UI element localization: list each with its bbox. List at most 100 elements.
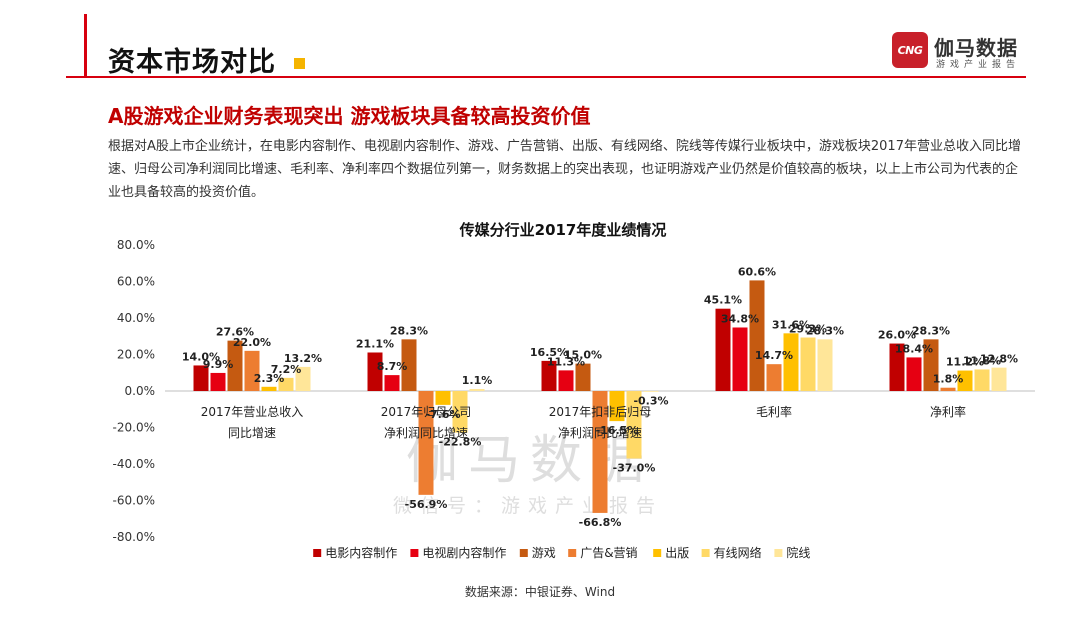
legend-label: 出版	[665, 546, 689, 560]
data-label: 12.8%	[980, 353, 1018, 366]
bar-1-3	[541, 360, 557, 391]
y-tick-label: 40.0%	[117, 311, 155, 325]
bar-7-1	[295, 366, 311, 391]
data-label: 14.7%	[755, 349, 793, 362]
data-label: -56.9%	[405, 498, 448, 511]
bar-4-3	[592, 391, 608, 513]
cng-logo-icon: CNG	[892, 32, 928, 68]
data-label: 26.0%	[878, 329, 916, 342]
legend-label: 院线	[786, 546, 810, 560]
data-label: 16.5%	[530, 346, 568, 359]
y-tick-label: 20.0%	[117, 348, 155, 362]
data-label: 2.3%	[254, 372, 285, 385]
bar-5-4	[783, 333, 799, 391]
y-tick-label: 60.0%	[117, 275, 155, 289]
bar-1-4	[715, 308, 731, 391]
category-label: 毛利率	[756, 404, 792, 419]
y-tick-label: 0.0%	[125, 384, 156, 398]
bar-4-5	[940, 387, 956, 391]
bar-4-2	[418, 391, 434, 495]
data-label: 9.9%	[203, 358, 234, 371]
bar-1-5	[889, 343, 905, 391]
bar-6-3	[626, 391, 642, 459]
bar-7-4	[817, 339, 833, 391]
data-label: 14.0%	[182, 350, 220, 363]
data-label: 29.3%	[789, 323, 827, 336]
bar-2-3	[558, 370, 574, 391]
legend-label: 广告&营销	[580, 546, 637, 560]
data-label: -16.5%	[596, 424, 639, 437]
bar-3-3	[575, 363, 591, 391]
data-label: 28.3%	[912, 324, 950, 337]
bar-4-1	[244, 350, 260, 391]
legend-swatch-6	[701, 549, 710, 557]
data-label: 45.1%	[704, 294, 742, 307]
data-label: 11.2%	[946, 356, 984, 369]
y-tick-label: -20.0%	[113, 421, 155, 435]
category-label: 净利润同比增速	[558, 426, 642, 440]
chart-title: 传媒分行业2017年度业绩情况	[459, 221, 667, 239]
legend-label: 电视剧内容制作	[422, 545, 506, 560]
category-label: 净利率	[930, 404, 966, 419]
data-label: -0.3%	[633, 395, 668, 408]
bar-1-1	[193, 365, 209, 391]
data-label: 1.8%	[933, 373, 964, 386]
bar-5-2	[435, 391, 451, 405]
data-label: 31.6%	[772, 318, 810, 331]
data-label: 60.6%	[738, 265, 776, 278]
bar-5-3	[609, 391, 625, 422]
logo-subtitle: 游戏产业报告	[936, 60, 1021, 70]
body-paragraph: 根据对A股上市企业统计，在电影内容制作、电视剧内容制作、游戏、广告营销、出版、有…	[108, 139, 1021, 200]
bar-6-5	[974, 369, 990, 391]
data-label: 11.8%	[963, 354, 1001, 367]
bar-3-1	[227, 340, 243, 391]
bar-6-2	[452, 391, 468, 433]
data-label: 27.6%	[216, 326, 254, 339]
y-tick-label: 80.0%	[117, 238, 155, 252]
y-tick-label: -80.0%	[113, 530, 155, 544]
data-label: 34.8%	[721, 312, 759, 325]
data-label: 15.0%	[564, 349, 602, 362]
data-label: 21.1%	[356, 337, 394, 350]
data-label: 28.3%	[806, 324, 844, 337]
bar-2-2	[384, 375, 400, 391]
bar-6-1	[278, 377, 294, 391]
bar-2-1	[210, 372, 226, 391]
logo-name: 伽马数据	[934, 36, 1018, 60]
legend-label: 有线网络	[714, 545, 762, 560]
data-label: 18.4%	[895, 342, 933, 355]
data-label: 11.3%	[547, 355, 585, 368]
brand-logo: CNG 伽马数据 游戏产业报告	[892, 32, 1032, 72]
section-subtitle: A股游戏企业财务表现突出 游戏板块具备较高投资价值	[108, 104, 591, 128]
category-label: 净利润同比增速	[384, 426, 468, 440]
data-label: -66.8%	[579, 516, 622, 529]
data-label: -7.6%	[425, 408, 460, 421]
legend-swatch-2	[410, 549, 419, 557]
bar-4-4	[766, 364, 782, 391]
bar-3-4	[749, 280, 765, 391]
data-label: -37.0%	[613, 462, 656, 475]
category-label: 2017年扣非后归母	[549, 405, 652, 419]
legend-swatch-1	[313, 549, 322, 557]
data-label: 22.0%	[233, 336, 271, 349]
bar-7-2	[469, 388, 485, 391]
bar-5-5	[957, 370, 973, 391]
bar-7-3	[643, 391, 659, 392]
category-label: 同比增速	[228, 426, 276, 440]
legend-label: 电影内容制作	[325, 545, 397, 560]
watermark-sub: 微信号：游戏产业报告	[393, 495, 663, 517]
bar-3-5	[923, 339, 939, 391]
y-tick-label: -40.0%	[113, 457, 155, 471]
bar-1-2	[367, 352, 383, 391]
data-label: 13.2%	[284, 352, 322, 365]
category-label: 2017年营业总收入	[201, 405, 304, 419]
bar-6-4	[800, 337, 816, 391]
data-label: 1.1%	[462, 374, 493, 387]
header-rule	[66, 76, 1026, 78]
bar-7-5	[991, 367, 1007, 391]
bar-5-1	[261, 386, 277, 391]
data-label: 28.3%	[390, 324, 428, 337]
page-title: 资本市场对比	[108, 47, 276, 78]
header-accent-bar	[84, 14, 87, 76]
